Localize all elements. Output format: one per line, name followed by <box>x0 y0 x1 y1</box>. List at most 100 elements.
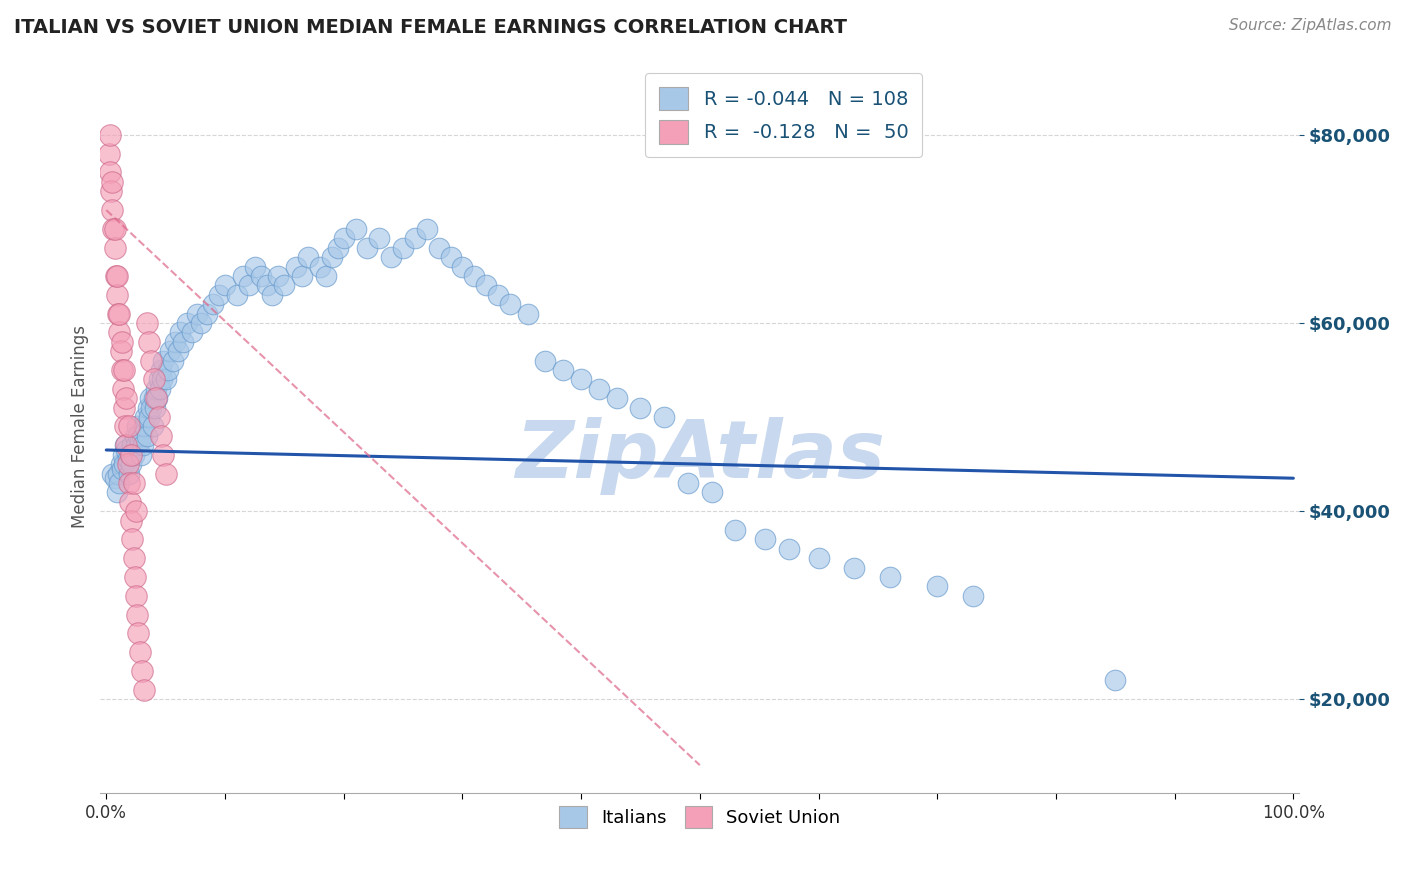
Point <box>129 448 152 462</box>
Point <box>321 250 343 264</box>
Point <box>127 419 149 434</box>
Point <box>111 363 134 377</box>
Point <box>297 250 319 264</box>
Point <box>159 344 181 359</box>
Point <box>128 645 150 659</box>
Point <box>114 438 136 452</box>
Point <box>138 334 160 349</box>
Point <box>180 326 202 340</box>
Point <box>208 287 231 301</box>
Point <box>138 410 160 425</box>
Point <box>309 260 332 274</box>
Point <box>516 307 538 321</box>
Point <box>118 448 141 462</box>
Point <box>165 334 187 349</box>
Point <box>156 363 179 377</box>
Point <box>148 372 170 386</box>
Point <box>285 260 308 274</box>
Point <box>141 401 163 415</box>
Point <box>186 307 208 321</box>
Point <box>112 401 135 415</box>
Point <box>101 467 124 481</box>
Point <box>111 334 134 349</box>
Point <box>118 467 141 481</box>
Point <box>115 442 138 457</box>
Point <box>124 429 146 443</box>
Point <box>326 241 349 255</box>
Point <box>142 391 165 405</box>
Point <box>169 326 191 340</box>
Point <box>238 278 260 293</box>
Point <box>166 344 188 359</box>
Point <box>807 551 830 566</box>
Point <box>132 438 155 452</box>
Point <box>315 268 337 283</box>
Point <box>404 231 426 245</box>
Point <box>103 222 125 236</box>
Point <box>121 533 143 547</box>
Point <box>427 241 450 255</box>
Point <box>118 419 141 434</box>
Point <box>243 260 266 274</box>
Point <box>122 475 145 490</box>
Point <box>104 268 127 283</box>
Point <box>111 382 134 396</box>
Point <box>439 250 461 264</box>
Point <box>232 268 254 283</box>
Point <box>676 475 699 490</box>
Point <box>142 419 165 434</box>
Point <box>115 391 138 405</box>
Point <box>273 278 295 293</box>
Point <box>754 533 776 547</box>
Point <box>104 471 127 485</box>
Point <box>125 589 148 603</box>
Point <box>249 268 271 283</box>
Point <box>152 353 174 368</box>
Point <box>356 241 378 255</box>
Point <box>553 363 575 377</box>
Point <box>225 287 247 301</box>
Point <box>176 316 198 330</box>
Point <box>111 448 134 462</box>
Point <box>101 203 124 218</box>
Point <box>108 475 131 490</box>
Point <box>155 372 177 386</box>
Point <box>962 589 984 603</box>
Point <box>145 382 167 396</box>
Point <box>588 382 610 396</box>
Point <box>122 551 145 566</box>
Point <box>700 485 723 500</box>
Point <box>724 523 747 537</box>
Point <box>136 401 159 415</box>
Point <box>152 448 174 462</box>
Point <box>534 353 557 368</box>
Point <box>778 541 800 556</box>
Point <box>112 457 135 471</box>
Point <box>117 457 139 471</box>
Point <box>131 429 153 443</box>
Point <box>125 504 148 518</box>
Point <box>139 391 162 405</box>
Point <box>148 410 170 425</box>
Point <box>927 579 949 593</box>
Point <box>117 452 139 467</box>
Point <box>127 429 149 443</box>
Point <box>344 222 367 236</box>
Point <box>120 448 142 462</box>
Point <box>142 372 165 386</box>
Point <box>190 316 212 330</box>
Point <box>120 457 142 471</box>
Point <box>124 570 146 584</box>
Point <box>392 241 415 255</box>
Point <box>149 429 172 443</box>
Point <box>214 278 236 293</box>
Point <box>499 297 522 311</box>
Point <box>118 494 141 508</box>
Point <box>107 467 129 481</box>
Point <box>172 334 194 349</box>
Point <box>332 231 354 245</box>
Point <box>134 410 156 425</box>
Point <box>127 626 149 640</box>
Point <box>131 664 153 678</box>
Text: Source: ZipAtlas.com: Source: ZipAtlas.com <box>1229 18 1392 33</box>
